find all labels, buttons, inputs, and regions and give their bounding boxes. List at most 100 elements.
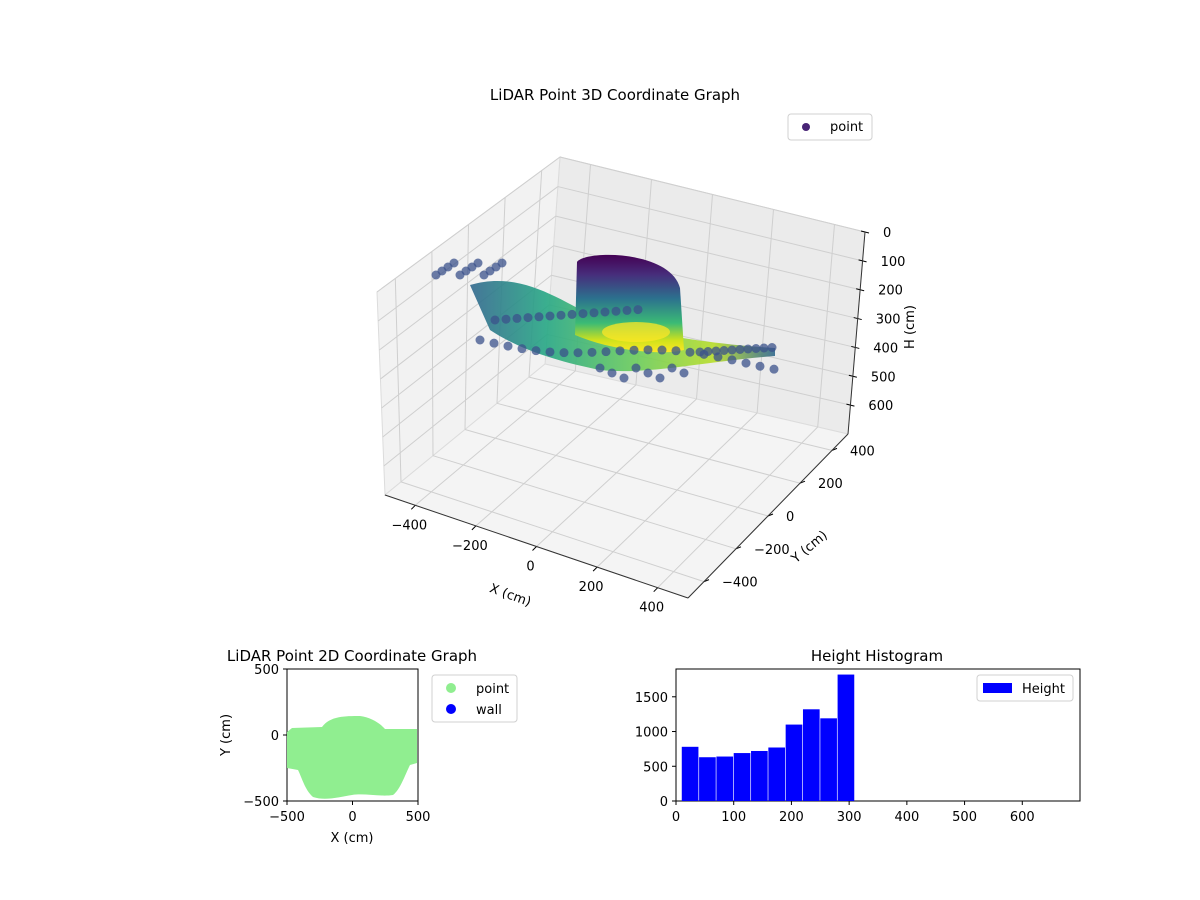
cloud-marker — [531, 346, 541, 356]
cloud-marker — [735, 345, 745, 354]
grid-z-back — [557, 186, 863, 262]
cloud-marker — [601, 347, 611, 357]
cloud-marker — [743, 344, 753, 354]
y-tick-label-3d: 0 — [786, 510, 794, 525]
grid-x-back — [696, 194, 713, 400]
cloud-marker — [567, 309, 577, 319]
legend-patch-height — [983, 683, 1012, 693]
x-tick-mark — [592, 566, 598, 572]
cloud-marker — [769, 364, 779, 374]
cloud-marker — [587, 347, 597, 357]
cloud-bright-core — [602, 322, 670, 342]
y-axis-label-2d: Y (cm) — [219, 714, 234, 757]
cloud-marker — [719, 346, 729, 355]
y-tick-label-3d: 200 — [818, 477, 843, 492]
grid-z-back — [555, 215, 861, 291]
x-tick-label-2d: 500 — [406, 810, 431, 825]
grid-y-floor — [400, 481, 705, 583]
cloud-marker — [759, 343, 769, 353]
grid-z-left — [383, 334, 548, 467]
cloud-marker — [578, 309, 588, 319]
histogram-bar — [716, 756, 734, 801]
y-tick-label-3d: 400 — [850, 444, 875, 459]
grid-y-floor — [432, 455, 737, 550]
cloud-marker — [512, 313, 522, 323]
cloud-marker — [600, 307, 610, 317]
histogram-bars — [681, 674, 855, 801]
z-tick-label-3d: 500 — [871, 370, 896, 385]
x-axis-label-3d: X (cm) — [487, 581, 533, 610]
grid-y-left — [431, 251, 434, 456]
cloud-marker — [751, 344, 761, 353]
z-tick-label-3d: 0 — [883, 226, 891, 241]
cloud-marker — [545, 311, 555, 321]
x-tick-label-hist: 200 — [779, 810, 804, 825]
x-tick-label-3d: 400 — [639, 601, 664, 616]
y-tick-label-hist: 500 — [643, 760, 668, 775]
y-tick-label-hist: 0 — [660, 795, 668, 810]
cloud-marker — [497, 258, 507, 268]
grid-x-back — [817, 224, 835, 428]
grid-x-back — [756, 209, 774, 414]
cloud-marker — [501, 314, 511, 324]
y-tick-label-hist: 1000 — [635, 726, 668, 741]
x-tick-label-hist: 300 — [837, 810, 862, 825]
cloud-marker — [545, 347, 555, 357]
histogram-bar — [820, 718, 837, 801]
chart-2d-title: LiDAR Point 2D Coordinate Graph — [227, 647, 477, 665]
z-tick-label-3d: 400 — [873, 341, 898, 356]
z-tick-label-3d: 600 — [868, 399, 893, 414]
legend-histogram: Height — [976, 674, 1074, 702]
x-tick-label-hist: 600 — [1010, 810, 1035, 825]
x-tick-mark — [471, 525, 477, 531]
grid-y-floor — [528, 376, 833, 451]
x-tick-label-3d: −200 — [452, 539, 488, 554]
z-tick-label-3d: 100 — [881, 255, 906, 270]
height-histogram: Height Histogram 0 100 200 300 400 500 600 0 500… — [635, 647, 1081, 825]
cloud-marker — [489, 338, 499, 348]
z-axis-line — [847, 231, 866, 435]
cloud-marker — [607, 368, 617, 378]
y-tick-label-2d: −500 — [243, 795, 279, 810]
cloud-marker — [633, 305, 643, 315]
y-tick-label-3d: −400 — [722, 576, 758, 591]
grid-y-floor — [496, 402, 801, 484]
histogram-bar — [733, 753, 751, 801]
z-tick-label-3d: 200 — [878, 284, 903, 299]
grid-y-left — [464, 224, 469, 430]
cloud-marker — [475, 335, 485, 345]
cloud-marker — [727, 345, 737, 355]
legend-label-height: Height — [1022, 682, 1065, 697]
axes-3d: −400 −200 0 200 400 −400 −200 0 200 400 0 100 200 300… — [384, 226, 906, 616]
x-tick-label-hist: 100 — [721, 810, 746, 825]
cloud-marker — [517, 344, 527, 354]
histogram-title: Height Histogram — [811, 647, 943, 665]
y-tick-label-3d: −200 — [754, 543, 790, 558]
cloud-marker — [755, 361, 765, 371]
x-tick-label-3d: 200 — [579, 580, 604, 595]
x-axis-line — [384, 494, 689, 599]
cloud-marker — [631, 363, 641, 373]
cloud-marker — [667, 363, 677, 373]
grid-z-left — [377, 186, 559, 322]
x-tick-label-3d: 0 — [526, 560, 534, 575]
x-axis-label-2d: X (cm) — [331, 831, 374, 846]
legend-label-wall: wall — [476, 703, 502, 718]
x-tick-mark — [410, 504, 416, 510]
cloud-marker — [559, 348, 569, 358]
chart-3d-title: LiDAR Point 3D Coordinate Graph — [490, 86, 740, 104]
cloud-marker — [657, 345, 667, 355]
cloud-marker — [741, 358, 751, 368]
grid-z-left — [376, 156, 561, 293]
histogram-bar — [837, 674, 855, 801]
x-tick-label-hist: 500 — [952, 810, 977, 825]
legend-marker-point — [802, 123, 810, 131]
cloud-marker — [534, 312, 544, 322]
cloud-marker — [490, 315, 500, 325]
histogram-bar — [785, 724, 803, 801]
x-tick-label-2d: 0 — [348, 810, 356, 825]
histogram-ticks: 0 100 200 300 400 500 600 0 500 1000 1500 — [635, 691, 1035, 825]
cloud-marker — [556, 310, 566, 320]
z-tick-label-3d: 300 — [876, 313, 901, 328]
legend-label-point-2d: point — [476, 682, 509, 697]
